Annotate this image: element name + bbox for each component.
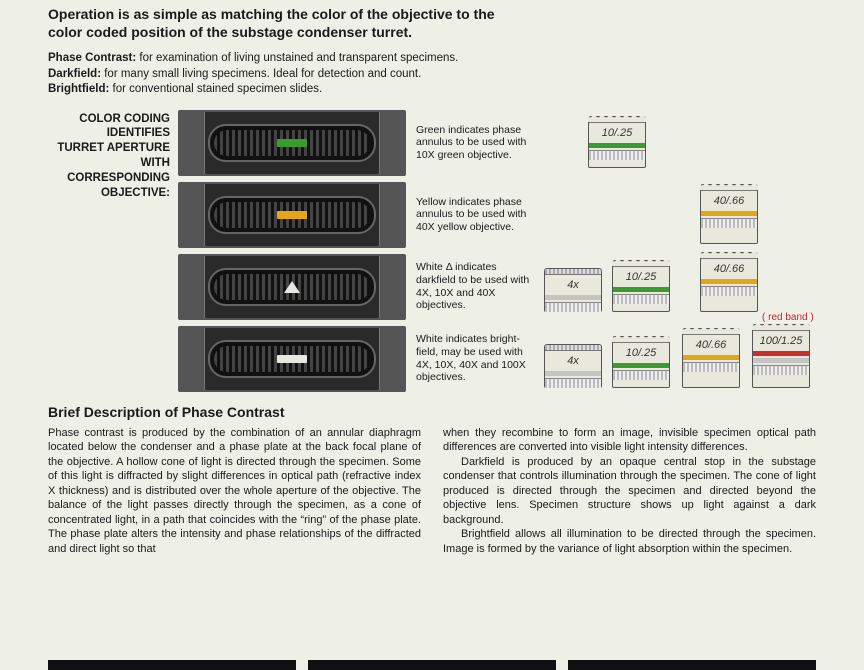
turret-yellow	[178, 182, 406, 248]
desc-1: Yellow indicates phase annulus to be use…	[416, 182, 532, 248]
obj-100x-r4-lbl: 100/1.25	[753, 331, 809, 349]
mark-triangle	[284, 281, 300, 293]
turret-green	[178, 110, 406, 176]
col-left: Phase contrast is produced by the combin…	[48, 426, 421, 557]
mark-green	[277, 139, 307, 147]
desc-column: Green indicates phase annulus to be used…	[416, 110, 532, 392]
label-l2: TURRET APERTURE	[48, 141, 170, 156]
label-column: COLOR CODING IDENTIFIES TURRET APERTURE …	[48, 110, 170, 392]
bottom-strip	[48, 660, 816, 670]
col-right-p2: Darkfield is produced by an opaque centr…	[443, 455, 816, 528]
obj-40x-lbl: 40/.66	[701, 191, 757, 209]
lead-block: Phase Contrast: for examination of livin…	[48, 51, 816, 98]
objective-column: 10/.25 40/.66 4x 10/.25 40/.66 4x 10/.25	[540, 110, 816, 392]
lead-df: for many small living specimens. Ideal f…	[101, 68, 421, 80]
band-yellow	[701, 211, 757, 216]
label-l0: COLOR CODING	[48, 112, 170, 127]
lead-pc-b: Phase Contrast:	[48, 52, 136, 64]
heading-l1: Operation is as simple as matching the c…	[48, 6, 495, 22]
lead-bf-b: Brightfield:	[48, 83, 109, 95]
page-heading: Operation is as simple as matching the c…	[48, 6, 816, 41]
label-l1: IDENTIFIES	[48, 126, 170, 141]
obj-10x-r3-lbl: 10/.25	[613, 267, 669, 285]
obj-10x-green: 10/.25	[588, 116, 646, 168]
lead-bf: for conventional stained specimen slides…	[109, 83, 322, 95]
obj-4x-r3: 4x	[544, 268, 602, 312]
desc-3: White indicates bright-field, may be use…	[416, 326, 532, 392]
obj-10x-r4-lbl: 10/.25	[613, 343, 669, 361]
lead-pc: for examination of living unstained and …	[136, 52, 458, 64]
obj-10x-r3: 10/.25	[612, 260, 670, 312]
band-gray	[545, 295, 601, 300]
label-l3: WITH	[48, 156, 170, 171]
label-l4: CORRESPONDING	[48, 171, 170, 186]
mark-yellow	[277, 211, 307, 219]
obj-40x-yellow: 40/.66	[700, 184, 758, 244]
obj-10x-r4: 10/.25	[612, 336, 670, 388]
lead-df-b: Darkfield:	[48, 68, 101, 80]
col-right-p1: when they recombine to form an image, in…	[443, 427, 816, 454]
col-right: when they recombine to form an image, in…	[443, 426, 816, 557]
obj-40x-r3: 40/.66	[700, 252, 758, 312]
turret-white-tri	[178, 254, 406, 320]
obj-4x-r3-lbl: 4x	[545, 275, 601, 293]
obj-40x-r3-lbl: 40/.66	[701, 259, 757, 277]
obj-40x-r4: 40/.66	[682, 328, 740, 388]
col-right-p3: Brightfield allows all illumination to b…	[443, 527, 816, 556]
turret-white-bar	[178, 326, 406, 392]
body-columns: Phase contrast is produced by the combin…	[48, 426, 816, 557]
label-l5: OBJECTIVE:	[48, 186, 170, 201]
middle-area: COLOR CODING IDENTIFIES TURRET APERTURE …	[48, 110, 816, 392]
obj-100x-r4: 100/1.25	[752, 324, 810, 388]
desc-2: White Δ indicates darkfield to be used w…	[416, 254, 532, 320]
obj-40x-r4-lbl: 40/.66	[683, 335, 739, 353]
turret-column	[178, 110, 408, 392]
obj-10x-lbl: 10/.25	[589, 123, 645, 141]
desc-0: Green indicates phase annulus to be used…	[416, 110, 532, 176]
section-title: Brief Description of Phase Contrast	[48, 404, 816, 420]
band-green	[589, 143, 645, 148]
heading-l2: color coded position of the substage con…	[48, 24, 412, 40]
red-band-note: ( red band )	[762, 312, 814, 323]
obj-4x-r4: 4x	[544, 344, 602, 388]
obj-4x-r4-lbl: 4x	[545, 351, 601, 369]
mark-white	[277, 355, 307, 363]
